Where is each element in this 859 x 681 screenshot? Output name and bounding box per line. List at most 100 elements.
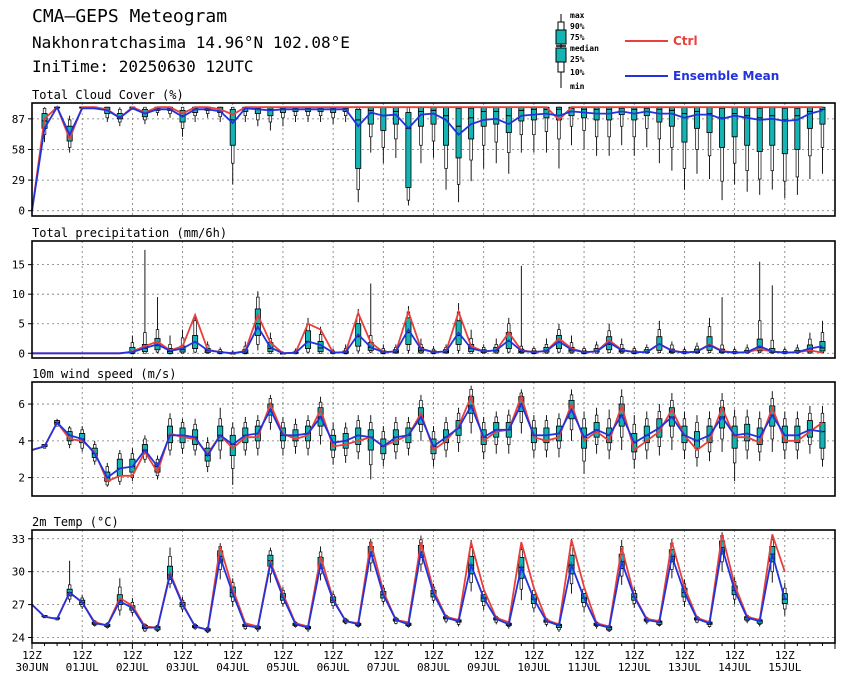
wind-speed-p10-box: [770, 425, 774, 440]
temperature-ytick-label: 30: [12, 566, 25, 579]
wind-speed-p10-box: [419, 423, 423, 432]
location-label: Nakhonratchasima 14.96°N 102.08°E: [32, 33, 350, 52]
x-axis-date-label: 05JUL: [266, 661, 299, 674]
legend-mean-label: Ensemble Mean: [673, 69, 779, 83]
wind-speed-p90-box: [306, 420, 310, 427]
wind-speed-p10-box: [569, 418, 574, 431]
precipitation-p10-box: [306, 348, 310, 353]
x-axis-date-label: 02JUL: [116, 661, 149, 674]
page-title: CMA–GEPS Meteogram: [32, 6, 228, 27]
cloud-cover-p10-box: [745, 144, 749, 171]
legend-box-bottom: [557, 61, 565, 73]
cloud-cover-p10-box: [143, 116, 147, 121]
wind-speed-title: 10m wind speed (m/s): [32, 367, 177, 381]
x-axis-date-label: 01JUL: [66, 661, 99, 674]
wind-speed-p10-box: [180, 442, 185, 449]
cloud-cover-p10-box: [670, 125, 674, 148]
wind-speed-p90-box: [494, 416, 498, 423]
wind-speed-iqr-box: [806, 420, 813, 438]
wind-speed-p90-box: [206, 442, 210, 449]
precipitation-p90-box: [557, 329, 561, 336]
wind-speed-p10-box: [620, 425, 624, 438]
wind-speed-p90-box: [231, 427, 235, 436]
cloud-cover-p10-box: [256, 113, 260, 121]
precipitation-p90-box: [657, 329, 661, 338]
wind-speed-p90-box: [193, 423, 197, 431]
wind-speed-frame: [31, 381, 836, 497]
x-axis-date-label: 14JUL: [718, 661, 751, 674]
wind-speed-p10-box: [720, 427, 724, 440]
precipitation-p90-box: [318, 334, 323, 342]
temperature-p90-box: [168, 555, 172, 567]
wind-speed-p90-box: [682, 418, 687, 427]
cloud-cover-iqr-box: [430, 106, 437, 125]
precipitation-p90-box: [707, 326, 712, 338]
x-axis-hour-label: 12Z: [323, 649, 343, 662]
wind-speed-p10-box: [532, 442, 536, 451]
x-axis-hour-label: 12Z: [725, 649, 745, 662]
wind-speed-p90-box: [80, 429, 84, 434]
cloud-cover-p10-box: [193, 112, 197, 117]
x-axis-hour-label: 12Z: [122, 649, 142, 662]
x-axis-hour-label: 12Z: [173, 649, 193, 662]
cloud-cover-iqr-box: [493, 106, 500, 125]
precipitation-p10-box: [256, 335, 260, 345]
precipitation-p90-box: [193, 320, 197, 336]
precipitation-p90-box: [770, 339, 774, 349]
wind-speed-p10-box: [67, 440, 72, 445]
wind-speed-p90-box: [431, 431, 436, 440]
wind-speed-p10-box: [594, 436, 599, 445]
x-axis-date-label: 11JUL: [568, 661, 601, 674]
wind-speed-p10-box: [456, 434, 461, 444]
cloud-cover-iqr-box: [769, 106, 776, 146]
x-axis-hour-label: 12Z: [474, 649, 494, 662]
wind-speed-p10-box: [80, 442, 84, 449]
cloud-cover-mean-line: [31, 105, 823, 211]
wind-speed-p10-box: [544, 442, 549, 451]
wind-speed-p10-box: [256, 440, 260, 449]
wind-speed-p10-box: [557, 440, 561, 449]
wind-speed-p90-box: [419, 400, 423, 409]
wind-speed-p10-box: [93, 457, 97, 462]
cloud-cover-p10-box: [268, 115, 273, 123]
cloud-cover-p10-box: [394, 123, 398, 140]
wind-speed-p10-box: [381, 453, 385, 460]
cloud-cover-iqr-box: [806, 106, 813, 129]
legend-box-label: 75%: [570, 33, 585, 42]
cloud-cover-ytick-label: 29: [12, 174, 25, 187]
temperature-p90-box: [118, 586, 122, 596]
wind-speed-mean-line: [31, 401, 823, 479]
wind-speed-iqr-box: [217, 425, 224, 442]
x-axis-date-label: 12JUL: [618, 661, 651, 674]
wind-speed-p90-box: [381, 431, 385, 440]
precipitation-p90-box: [607, 330, 611, 338]
wind-speed-p10-box: [243, 442, 247, 451]
temperature-p10-box: [732, 594, 737, 600]
wind-speed-p90-box: [143, 438, 147, 445]
legend-box-upper: [555, 29, 567, 45]
wind-speed-p90-box: [344, 427, 348, 434]
wind-speed-p90-box: [544, 420, 549, 429]
wind-speed-p90-box: [444, 422, 448, 431]
cloud-cover-p10-box: [206, 110, 210, 114]
cloud-cover-p10-box: [406, 187, 411, 201]
wind-speed-p90-box: [632, 423, 636, 434]
precipitation-p90-box: [670, 344, 674, 350]
precipitation-p90-box: [130, 342, 135, 348]
wind-speed-p10-box: [444, 442, 448, 451]
wind-speed-p10-box: [218, 440, 222, 451]
wind-speed-p10-box: [231, 455, 235, 469]
wind-speed-p90-box: [394, 422, 398, 431]
wind-speed-p90-box: [369, 422, 373, 431]
cloud-cover-p90-box: [180, 106, 185, 111]
cloud-cover-p10-box: [318, 111, 323, 117]
wind-speed-p90-box: [770, 398, 774, 407]
temperature-p10-box: [532, 603, 536, 609]
cloud-cover-p90-box: [67, 119, 72, 127]
cloud-cover-p10-box: [482, 125, 486, 146]
wind-speed-p90-box: [281, 422, 285, 429]
x-axis-hour-label: 12Z: [574, 649, 594, 662]
wind-speed-p90-box: [243, 422, 247, 429]
wind-speed-p10-box: [582, 447, 586, 462]
